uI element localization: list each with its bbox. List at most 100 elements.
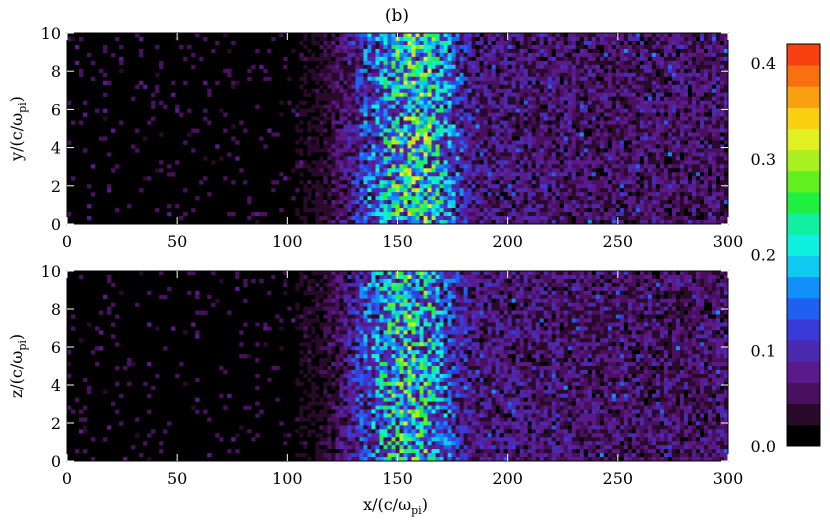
heatmap-cell (307, 128, 312, 133)
heatmap-cell (655, 72, 661, 78)
heatmap-cell (351, 184, 356, 189)
heatmap-cell (431, 212, 436, 217)
heatmap-cell (643, 88, 649, 93)
heatmap-cell (411, 172, 416, 177)
heatmap-cell (631, 88, 637, 93)
heatmap-cell (243, 220, 248, 225)
heatmap-cell (399, 104, 404, 109)
heatmap-cell (627, 184, 633, 189)
heatmap-cell (651, 196, 657, 201)
heatmap-cell (351, 180, 356, 185)
heatmap-cell (667, 160, 673, 165)
heatmap-cell (375, 196, 380, 201)
heatmap-cell (635, 56, 641, 62)
heatmap-cell (611, 204, 617, 209)
heatmap-cell (119, 120, 124, 125)
heatmap-cell (419, 176, 424, 181)
heatmap-cell (595, 156, 601, 161)
heatmap-cell (591, 116, 597, 121)
heatmap-cell (659, 33, 665, 38)
heatmap-cell (479, 108, 484, 113)
heatmap-cell (371, 184, 376, 189)
heatmap-cell (411, 104, 416, 109)
heatmap-cell (371, 44, 376, 50)
heatmap-cell (643, 56, 649, 62)
heatmap-cell (579, 192, 585, 197)
heatmap-cell (303, 136, 308, 141)
heatmap-cell (607, 104, 613, 109)
heatmap-cell (143, 176, 148, 181)
heatmap-cell (587, 144, 593, 149)
heatmap-cell (615, 104, 621, 109)
heatmap-cell (419, 72, 424, 78)
heatmap-cell (475, 68, 480, 74)
heatmap-cell (359, 216, 364, 221)
heatmap-cell (623, 104, 629, 109)
heatmap-cell (187, 44, 192, 50)
heatmap-cell (399, 124, 404, 129)
heatmap-cell (567, 172, 573, 177)
heatmap-cell (255, 212, 260, 217)
heatmap-cell (327, 92, 332, 97)
heatmap-cell (683, 64, 689, 70)
heatmap-cell (535, 100, 541, 105)
heatmap-cell (299, 112, 304, 117)
heatmap-cell (403, 92, 408, 97)
heatmap-cell (515, 204, 520, 209)
heatmap-cell (435, 48, 440, 54)
heatmap-cell (467, 88, 472, 93)
heatmap-cell (571, 33, 577, 38)
heatmap-cell (475, 48, 480, 54)
heatmap-cell (223, 176, 228, 181)
heatmap-cell (527, 48, 533, 54)
heatmap-cell (655, 76, 661, 82)
heatmap-cell (611, 144, 617, 149)
heatmap-cell (667, 140, 673, 145)
heatmap-cell (675, 200, 681, 205)
heatmap-cell (507, 136, 512, 141)
heatmap-cell (299, 180, 304, 185)
heatmap-cell (603, 84, 609, 90)
heatmap-cell (507, 160, 512, 165)
heatmap-cell (639, 92, 645, 97)
heatmap-cell (559, 188, 565, 193)
heatmap-cell (555, 60, 561, 66)
heatmap-cell (499, 196, 504, 201)
heatmap-cell (511, 184, 516, 189)
heatmap-cell (407, 128, 412, 133)
heatmap-cell (279, 208, 284, 213)
heatmap-cell (303, 152, 308, 157)
heatmap-cell (391, 164, 396, 169)
heatmap-cell (627, 72, 633, 78)
heatmap-cell (379, 180, 384, 185)
heatmap-cell (687, 124, 693, 129)
heatmap-cell (411, 128, 416, 133)
heatmap-cell (383, 160, 388, 165)
heatmap-cell (603, 48, 609, 54)
heatmap-cell (615, 196, 621, 201)
heatmap-cell (351, 112, 356, 117)
heatmap-cell (367, 200, 372, 205)
heatmap-cell (631, 180, 637, 185)
heatmap-cell (467, 136, 472, 141)
heatmap-cell (351, 164, 356, 169)
heatmap-cell (371, 136, 376, 141)
heatmap-cell (375, 180, 380, 185)
heatmap-cell (315, 204, 320, 209)
heatmap-cell (555, 33, 561, 38)
heatmap-cell (483, 116, 488, 121)
heatmap-cell (203, 80, 208, 86)
heatmap-cell (295, 60, 300, 66)
heatmap-cell (443, 192, 448, 197)
heatmap-cell (347, 36, 352, 42)
heatmap-cell (447, 176, 452, 181)
heatmap-cell (543, 33, 549, 38)
heatmap-cell (627, 192, 633, 197)
heatmap-cell (359, 196, 364, 201)
heatmap-cell (319, 196, 324, 201)
heatmap-cell (387, 76, 392, 82)
heatmap-cell (487, 148, 492, 153)
heatmap-cell (603, 172, 609, 177)
heatmap-cell (547, 160, 553, 165)
heatmap-cell (475, 180, 480, 185)
